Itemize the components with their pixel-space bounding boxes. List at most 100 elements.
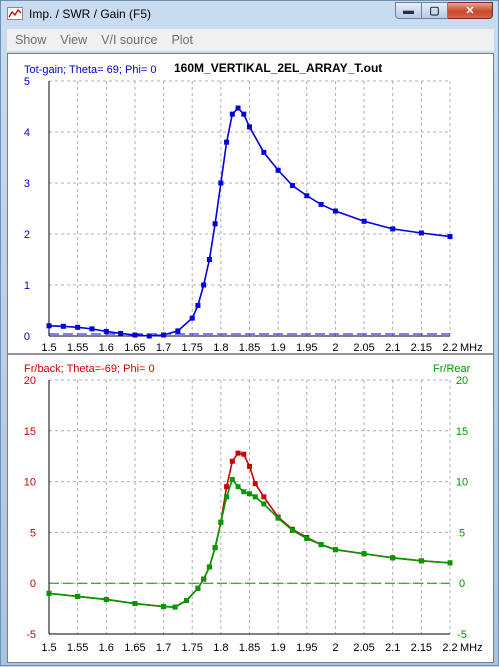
menu-view[interactable]: View — [60, 33, 88, 47]
frrear-data-point — [75, 593, 81, 599]
gain-y-tick-label: 2 — [24, 229, 30, 241]
frrear-data-point — [224, 494, 230, 500]
gain-x-tick-label: 2.2 — [442, 342, 457, 354]
frback-left-tick-label: 15 — [24, 426, 36, 438]
gain-data-point — [229, 111, 235, 117]
gain-data-point — [206, 257, 212, 262]
frrear-data-point — [172, 604, 178, 610]
gain-x-tick-label: 2 — [332, 342, 338, 354]
gain-data-point — [218, 180, 224, 186]
frrear-data-point — [252, 494, 258, 500]
frrear-data-point — [261, 501, 267, 507]
frrear-right-tick-label: 10 — [456, 477, 468, 489]
gain-data-point — [247, 124, 252, 130]
gain-data-point — [224, 139, 230, 145]
menu-plot[interactable]: Plot — [171, 33, 193, 47]
gain-data-point — [235, 105, 241, 111]
frback-data-point — [247, 463, 252, 469]
frrear-data-point — [46, 590, 52, 596]
frrear-right-tick-label: 15 — [456, 426, 468, 438]
frback-data-point — [261, 494, 267, 500]
frback-data-point — [229, 458, 235, 464]
gain-data-point — [390, 226, 396, 232]
frback-x-tick-label: 1.5 — [41, 642, 56, 654]
minimize-button[interactable]: ▬ — [395, 2, 422, 19]
gain-x-tick-label: 1.5 — [41, 342, 56, 354]
app-chart-icon[interactable] — [7, 7, 23, 20]
frback-left-tick-label: -5 — [26, 629, 36, 641]
gain-data-point — [103, 328, 109, 334]
gain-data-point — [75, 324, 81, 330]
frback-x-tick-label: 1.8 — [213, 642, 228, 654]
gain-legend-label: Tot-gain; Theta= 69; Phi= 0 — [24, 64, 157, 76]
gain-y-tick-label: 0 — [24, 331, 30, 343]
frback-data-point — [241, 451, 247, 457]
maximize-button[interactable]: ▢ — [422, 2, 448, 19]
frback-data-point — [235, 450, 241, 456]
gain-data-point — [241, 111, 247, 117]
gain-y-tick-label: 3 — [24, 178, 30, 190]
gain-data-point — [361, 218, 367, 224]
frrear-data-point — [201, 576, 207, 582]
title-bar[interactable]: Imp. / SWR / Gain (F5) ▬ ▢ ✕ — [1, 1, 498, 27]
frrear-right-tick-label: 20 — [456, 375, 468, 387]
menu-show[interactable]: Show — [15, 33, 47, 47]
plot-area: Tot-gain; Theta= 69; Phi= 0 160M_VERTIKAL… — [7, 53, 494, 663]
gain-data-point — [304, 193, 310, 199]
gain-data-point — [46, 323, 52, 329]
gain-data-point — [332, 208, 338, 214]
gain-data-point — [161, 332, 167, 338]
frrear-right-tick-label: 0 — [459, 578, 465, 590]
frrear-data-point — [206, 564, 212, 570]
frback-x-tick-label: 1.95 — [296, 642, 317, 654]
gain-data-point — [189, 315, 195, 321]
frrear-data-point — [235, 484, 241, 490]
frback-left-tick-label: 5 — [30, 527, 36, 539]
frback-x-tick-label: 2.1 — [385, 642, 400, 654]
close-button[interactable]: ✕ — [448, 2, 493, 19]
gain-data-point — [132, 332, 138, 338]
gain-data-point — [201, 282, 207, 288]
window-title: Imp. / SWR / Gain (F5) — [29, 7, 152, 21]
gain-data-point — [275, 167, 281, 173]
gain-data-point — [289, 183, 295, 189]
frback-x-tick-label: 1.6 — [99, 642, 114, 654]
frback-x-tick-label: 1.85 — [239, 642, 260, 654]
gain-data-point — [146, 333, 152, 339]
plot-title: 160M_VERTIKAL_2EL_ARRAY_T.out — [174, 61, 382, 75]
frrear-data-point — [229, 477, 235, 483]
frrear-data-point — [304, 535, 310, 541]
frback-x-tick-label: 1.65 — [124, 642, 145, 654]
frback-x-unit-label: MHz — [460, 642, 483, 654]
gain-data-point — [175, 328, 181, 334]
frrear-data-point — [418, 558, 424, 564]
gain-x-tick-label: 2.05 — [353, 342, 374, 354]
gain-data-point — [447, 234, 453, 240]
frrear-data-point — [318, 542, 324, 548]
gain-data-point — [212, 221, 218, 227]
frrear-data-point — [241, 489, 247, 495]
frback-left-tick-label: 10 — [24, 477, 36, 489]
frback-x-tick-label: 2 — [332, 642, 338, 654]
gain-data-point — [89, 326, 95, 332]
menu-bar: Show View V/I source Plot — [7, 29, 494, 51]
charts-canvas: Tot-gain; Theta= 69; Phi= 0 160M_VERTIKAL… — [8, 61, 493, 654]
frrear-data-point — [132, 601, 138, 607]
frrear-series-line — [48, 477, 451, 608]
gain-y-tick-label: 1 — [24, 280, 30, 292]
frrear-data-point — [390, 555, 396, 561]
gain-data-point — [195, 302, 201, 308]
frrear-data-point — [195, 585, 201, 591]
gain-x-tick-label: 1.9 — [270, 342, 285, 354]
frback-x-tick-label: 1.9 — [270, 642, 285, 654]
frrear-data-point — [361, 551, 367, 557]
gain-x-tick-label: 2.1 — [385, 342, 400, 354]
frrear-data-point — [103, 596, 109, 602]
gain-x-tick-label: 1.75 — [182, 342, 203, 354]
menu-vi-source[interactable]: V/I source — [101, 33, 158, 47]
gain-x-tick-label: 1.7 — [156, 342, 171, 354]
frback-x-tick-label: 1.7 — [156, 642, 171, 654]
frrear-data-point — [247, 491, 252, 497]
frback-x-tick-label: 2.15 — [411, 642, 432, 654]
